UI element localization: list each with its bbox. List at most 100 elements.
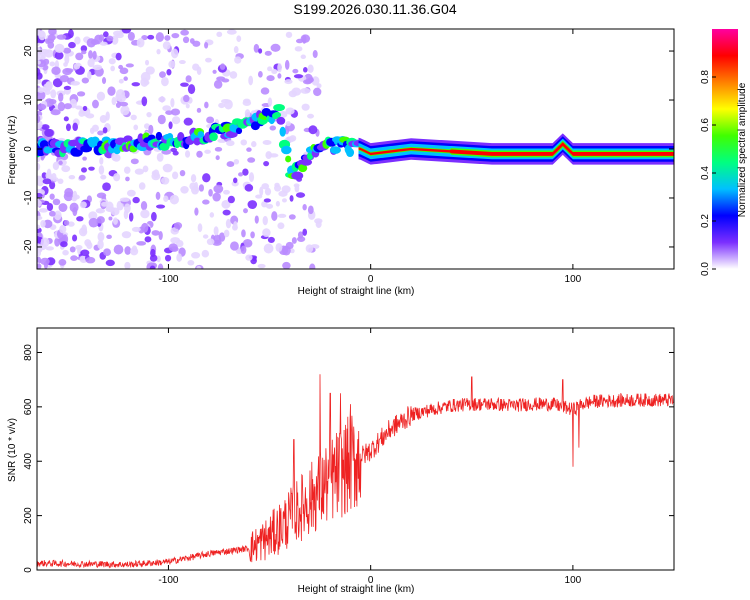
spectrogram-noise-speck	[38, 208, 49, 213]
spectrogram-ridge-blob	[159, 142, 170, 151]
spectrogram-noise-speck	[106, 35, 114, 42]
spectrogram-noise-speck	[62, 249, 69, 256]
spectrogram-noise-speck	[215, 155, 220, 161]
spectrogram-noise-speck	[170, 108, 181, 116]
spectrogram-noise-speck	[64, 187, 74, 198]
spectrogram-noise-speck	[176, 239, 184, 248]
spectrogram-noise-speck	[59, 74, 70, 83]
spectrogram-noise-speck	[209, 212, 215, 218]
spectrogram-noise-speck	[75, 245, 83, 250]
spectrogram-noise-speck	[191, 252, 201, 259]
spectrogram-noise-speck	[227, 195, 235, 204]
spectrogram-noise-speck	[42, 219, 53, 229]
spectrogram-noise-speck	[262, 228, 271, 237]
spectrogram-noise-speck	[171, 33, 180, 39]
spectrogram-noise-speck	[302, 204, 307, 211]
spectrogram-noise-speck	[39, 49, 50, 55]
spectrogram-noise-speck	[46, 202, 54, 212]
spectrogram-noise-speck	[284, 79, 293, 85]
spectrogram-noise-speck	[269, 125, 277, 131]
spectrogram-noise-speck	[180, 29, 189, 36]
spectrogram-noise-speck	[309, 263, 316, 269]
spectrogram-noise-speck	[97, 130, 104, 136]
spectrogram-noise-speck	[291, 87, 302, 96]
spectrogram-noise-speck	[201, 249, 210, 258]
spectrogram-noise-speck	[247, 200, 258, 209]
spectrogram-noise-speck	[185, 75, 192, 83]
y-tick-label: 0	[23, 146, 34, 152]
spectrogram-noise-speck	[261, 200, 268, 208]
spectrogram-noise-speck	[58, 92, 64, 102]
spectrogram-noise-speck	[204, 101, 209, 109]
spectrogram-noise-speck	[140, 71, 151, 82]
spectrogram-noise-speck	[52, 198, 61, 206]
spectrogram-noise-speck	[213, 79, 223, 89]
snr-plot: -100 0 100 0 200 400 600 800 Height of straigh…	[7, 327, 675, 595]
spectrogram-noise-speck	[50, 109, 61, 116]
spectrogram-noise-speck	[140, 209, 150, 219]
spectrogram-noise-speck	[43, 58, 50, 66]
spectrogram-noise-speck	[49, 181, 56, 190]
spectrogram-noise-speck	[302, 228, 308, 236]
snr-x-label: Height of straight line (km)	[298, 584, 415, 595]
spectrogram-noise-speck	[216, 31, 223, 38]
spectrogram-noise-speck	[138, 182, 146, 190]
spectrogram-noise-speck	[229, 71, 238, 79]
spectrogram-noise-speck	[242, 168, 249, 176]
spectrogram-noise-speck	[278, 111, 288, 118]
spectrogram-noise-speck	[76, 91, 86, 97]
spectrogram-noise-speck	[47, 34, 56, 41]
spectrogram-noise-speck	[115, 89, 126, 99]
spectrogram-noise-speck	[75, 52, 84, 61]
spectrogram-noise-speck	[71, 196, 77, 202]
spectrogram-noise-speck	[98, 165, 105, 175]
spectrogram-noise-speck	[87, 58, 95, 68]
spectrogram-x-label: Height of straight line (km)	[298, 286, 415, 297]
spectrogram-noise-speck	[37, 215, 43, 221]
spectrogram-noise-speck	[91, 124, 99, 132]
colorbar-tick-label: 0.2	[700, 214, 711, 228]
spectrogram-noise-speck	[78, 174, 86, 181]
spectrogram-noise-speck	[40, 237, 50, 248]
spectrogram-noise-speck	[284, 59, 290, 70]
spectrogram-noise-speck	[240, 139, 248, 146]
spectrogram-noise-speck	[275, 242, 283, 252]
colorbar-label: Normalized spectral amplitude	[737, 82, 748, 217]
spectrogram-noise-speck	[67, 29, 74, 39]
spectrogram-noise-speck	[56, 34, 67, 40]
spectrogram-noise-speck	[102, 182, 111, 191]
spectrogram-noise-speck	[40, 257, 50, 266]
spectrogram-noise-speck	[268, 153, 279, 158]
spectrogram-noise-speck	[85, 256, 96, 264]
spectrogram-noise-speck	[108, 216, 113, 221]
spectrogram-noise-speck	[140, 201, 148, 211]
spectrogram-noise-speck	[247, 157, 256, 163]
spectrogram-noise-speck	[263, 243, 274, 254]
spectrogram-noise-speck	[151, 172, 161, 181]
spectrogram-noise-speck	[112, 30, 123, 37]
spectrogram-noise-speck	[212, 192, 221, 202]
spectrogram-noise-speck	[315, 220, 322, 229]
colorbar-tick-label: 0.6	[700, 118, 711, 132]
spectrogram-noise-speck	[254, 215, 259, 224]
spectrogram-noise-speck	[92, 64, 103, 71]
spectrogram-noise-speck	[88, 211, 98, 221]
spectrogram-ridge-blob	[306, 152, 314, 160]
spectrogram-noise-speck	[223, 189, 230, 195]
spectrogram-noise-speck	[38, 30, 46, 41]
spectrogram-noise-speck	[57, 178, 64, 185]
spectrogram-noise-speck	[274, 184, 282, 192]
spectrogram-noise-speck	[37, 224, 41, 230]
spectrogram-noise-speck	[63, 62, 68, 67]
spectrogram-noise-speck	[222, 209, 231, 216]
spectrogram-noise-speck	[37, 90, 46, 101]
spectrogram-noise-speck	[37, 199, 42, 207]
spectrogram-noise-speck	[37, 243, 43, 254]
spectrogram-noise-speck	[171, 116, 181, 125]
spectrogram-noise-speck	[52, 177, 59, 182]
spectrogram-noise-speck	[223, 229, 230, 238]
spectrogram-noise-speck	[141, 222, 149, 233]
spectrogram-x-ticks: -100 0 100	[158, 29, 582, 285]
spectrogram-noise-speck	[59, 225, 67, 234]
spectrogram-noise-speck	[75, 105, 83, 110]
